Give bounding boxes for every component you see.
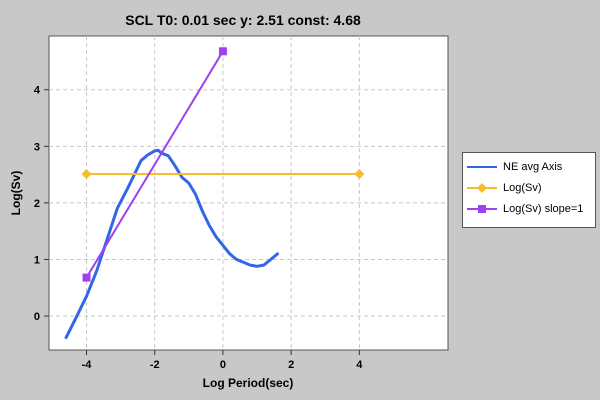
legend-swatch-log-sv bbox=[467, 182, 497, 193]
data-point-diamond bbox=[81, 169, 92, 180]
legend-item-log-sv-slope: Log(Sv) slope=1 bbox=[467, 198, 591, 219]
series-line-0 bbox=[64, 148, 279, 340]
data-point-square bbox=[82, 273, 91, 282]
legend-label: NE avg Axis bbox=[503, 160, 563, 173]
y-tick-label: 3 bbox=[34, 141, 40, 153]
plot-area bbox=[48, 35, 449, 351]
data-point-square bbox=[218, 47, 227, 56]
y-tick-label: 4 bbox=[34, 85, 41, 97]
legend-swatch-log-sv-slope bbox=[467, 204, 497, 213]
grid-lines bbox=[49, 36, 448, 350]
x-tick-label: -2 bbox=[150, 359, 160, 371]
legend: NE avg Axis Log(Sv) Log(Sv) slope=1 bbox=[462, 152, 596, 228]
y-axis-label: Log(Sv) bbox=[9, 171, 23, 216]
x-tick-label: 0 bbox=[220, 359, 226, 371]
legend-label: Log(Sv) bbox=[503, 181, 542, 194]
x-tick-label: 2 bbox=[288, 359, 294, 371]
chart-title: SCL T0: 0.01 sec y: 2.51 const: 4.68 bbox=[125, 12, 361, 28]
x-tick-label: 4 bbox=[356, 359, 363, 371]
y-tick-label: 2 bbox=[34, 198, 40, 210]
series-line-2 bbox=[85, 50, 224, 279]
x-tick-label: -4 bbox=[82, 359, 93, 371]
legend-label: Log(Sv) slope=1 bbox=[503, 202, 584, 215]
axes: -4 -2 0 2 4 0 1 2 3 4 bbox=[34, 85, 363, 371]
data-point-diamond bbox=[354, 169, 365, 180]
legend-swatch-ne-avg-axis bbox=[467, 165, 497, 168]
x-axis-label: Log Period(sec) bbox=[203, 376, 294, 390]
series-group bbox=[64, 47, 365, 340]
legend-item-ne-avg-axis: NE avg Axis bbox=[467, 156, 591, 177]
y-tick-label: 1 bbox=[34, 254, 40, 266]
y-tick-label: 0 bbox=[34, 311, 40, 323]
legend-item-log-sv: Log(Sv) bbox=[467, 177, 591, 198]
